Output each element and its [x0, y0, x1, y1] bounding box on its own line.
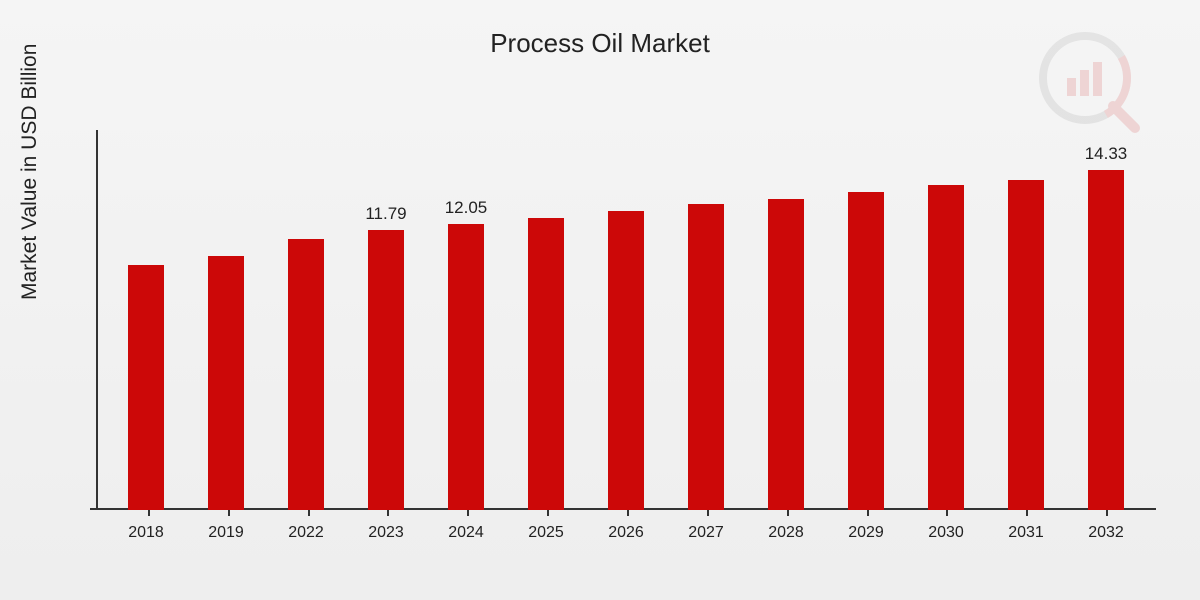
bar	[528, 218, 564, 510]
bar-wrap	[996, 180, 1056, 510]
bar	[368, 230, 404, 510]
bar	[288, 239, 324, 510]
bar	[208, 256, 244, 510]
x-axis-label: 2022	[276, 524, 336, 542]
x-axis-label: 2019	[196, 524, 256, 542]
bar	[688, 204, 724, 510]
bar	[1088, 170, 1124, 510]
bar	[768, 199, 804, 510]
x-axis-label: 2025	[516, 524, 576, 542]
chart-container: 11.7912.0514.33 201820192022202320242025…	[96, 130, 1156, 510]
bar-wrap	[836, 192, 896, 510]
x-axis-label: 2031	[996, 524, 1056, 542]
bar	[1008, 180, 1044, 510]
x-axis-label: 2028	[756, 524, 816, 542]
bar-wrap	[756, 199, 816, 510]
x-axis-label: 2023	[356, 524, 416, 542]
bar	[928, 185, 964, 510]
bars-group: 11.79 12.05 14.33	[96, 130, 1156, 510]
bar	[448, 224, 484, 510]
bar-wrap	[196, 256, 256, 510]
bar-wrap	[916, 185, 976, 510]
x-axis-label: 2018	[116, 524, 176, 542]
x-axis-label: 2032	[1076, 524, 1136, 542]
x-axis-label: 2026	[596, 524, 656, 542]
watermark-logo	[1035, 28, 1145, 143]
bar-wrap	[516, 218, 576, 510]
bar	[608, 211, 644, 510]
bar-wrap	[276, 239, 336, 510]
x-axis-label: 2029	[836, 524, 896, 542]
bar-wrap: 14.33	[1076, 170, 1136, 510]
bar-wrap	[676, 204, 736, 510]
y-axis-label: Market Value in USD Billion	[18, 44, 42, 300]
bar	[848, 192, 884, 510]
bar-value-label: 11.79	[365, 204, 406, 224]
x-labels-group: 2018 2019 2022 2023 2024 2025 2026 2027 2028 2029…	[96, 524, 1156, 542]
bar-value-label: 14.33	[1085, 144, 1128, 164]
bar-wrap	[116, 265, 176, 510]
bar-wrap: 12.05	[436, 224, 496, 510]
chart-title: Process Oil Market	[0, 0, 1200, 59]
x-axis-label: 2030	[916, 524, 976, 542]
bar	[128, 265, 164, 510]
bar-wrap	[596, 211, 656, 510]
bar-value-label: 12.05	[445, 198, 488, 218]
x-axis-label: 2027	[676, 524, 736, 542]
x-axis-label: 2024	[436, 524, 496, 542]
bar-wrap: 11.79	[356, 230, 416, 510]
